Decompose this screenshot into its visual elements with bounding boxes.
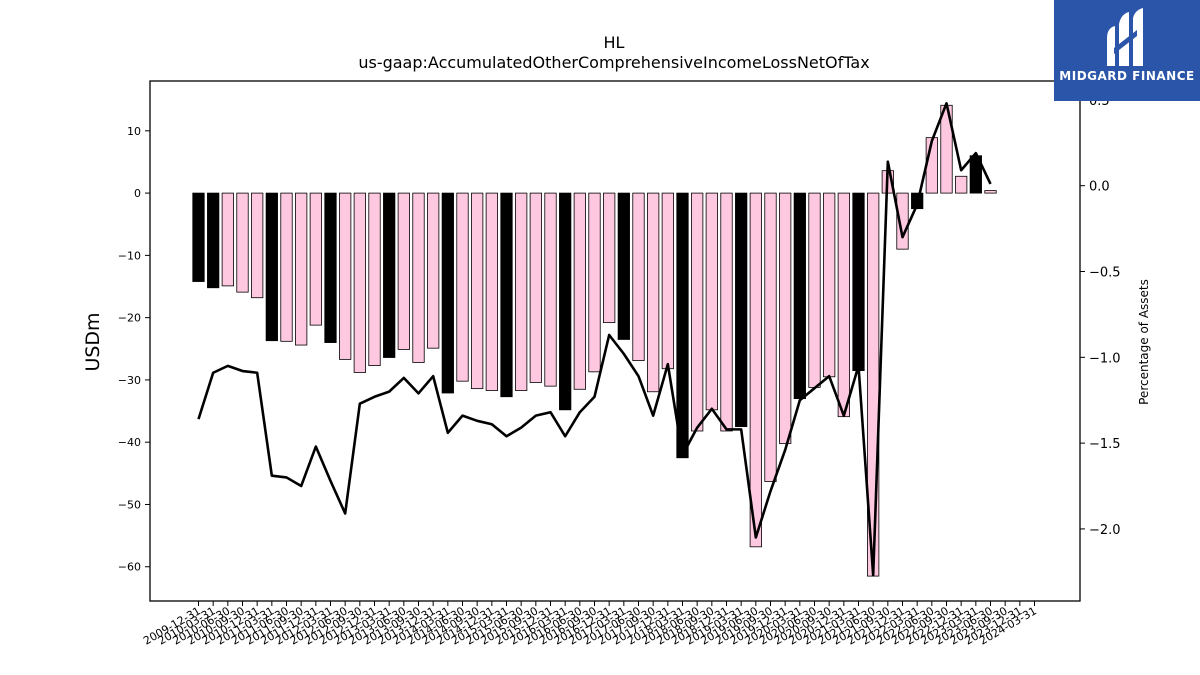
- bar: [280, 192, 293, 342]
- y-tick-label: −10: [118, 249, 141, 262]
- bar: [661, 192, 674, 370]
- bar: [823, 192, 836, 378]
- bar: [573, 192, 586, 390]
- bar: [749, 192, 762, 548]
- bar: [720, 192, 733, 432]
- midgard-logo-icon: [1107, 8, 1143, 66]
- bar: [309, 192, 322, 326]
- bar: [617, 192, 630, 340]
- bar: [955, 175, 968, 194]
- bar: [515, 192, 528, 391]
- y-tick-label: −50: [118, 498, 141, 511]
- bar: [471, 192, 484, 390]
- bar: [324, 192, 337, 343]
- bar: [397, 192, 410, 350]
- y-tick-label: −60: [118, 561, 141, 574]
- bar: [984, 190, 997, 194]
- y-tick-label: −40: [118, 436, 141, 449]
- bar: [632, 192, 645, 362]
- bar: [588, 192, 601, 373]
- bar: [295, 192, 308, 346]
- y2-tick-label: −1.5: [1089, 437, 1121, 452]
- bar: [529, 192, 542, 383]
- bar: [412, 192, 425, 363]
- bar: [383, 192, 396, 358]
- bar: [764, 192, 777, 482]
- y2-tick-label: −1.0: [1089, 351, 1121, 366]
- bar: [808, 192, 821, 388]
- y-tick-label: −30: [118, 374, 141, 387]
- bar: [705, 192, 718, 411]
- bar: [368, 192, 381, 367]
- bar: [339, 192, 352, 360]
- bar: [207, 192, 220, 289]
- y2-tick-label: −2.0: [1089, 523, 1121, 538]
- y-axis-label: USDm: [82, 312, 104, 371]
- bar: [676, 192, 689, 459]
- bar: [779, 192, 792, 444]
- bars-layer: [192, 104, 997, 577]
- bar: [456, 192, 469, 382]
- bar: [559, 192, 572, 411]
- y2-axis-label: Percentage of Assets: [1137, 279, 1151, 405]
- bar: [192, 192, 205, 282]
- bar: [544, 192, 557, 387]
- bar: [603, 192, 616, 324]
- y-tick-label: 0: [134, 187, 141, 200]
- bar: [221, 192, 234, 287]
- bar: [265, 192, 278, 342]
- y-tick-label: 10: [127, 125, 141, 138]
- bar: [837, 192, 850, 418]
- watermark-text: MIDGARD FINANCE: [1059, 69, 1195, 83]
- bar: [236, 192, 249, 293]
- bar: [251, 192, 264, 299]
- watermark-logo: MIDGARD FINANCE: [1054, 0, 1200, 101]
- chart-subtitle: us-gaap:AccumulatedOtherComprehensiveInc…: [358, 53, 869, 72]
- y2-tick-label: −0.5: [1089, 265, 1121, 280]
- bar: [793, 192, 806, 400]
- bar: [500, 192, 513, 398]
- bar: [427, 192, 440, 349]
- bar: [735, 192, 748, 428]
- line-layer: [197, 102, 992, 577]
- y2-tick-label: 0.0: [1089, 180, 1110, 195]
- bar: [441, 192, 454, 394]
- bar: [852, 192, 865, 371]
- bar: [896, 192, 909, 250]
- y-tick-label: −20: [118, 312, 141, 325]
- bar: [647, 192, 660, 393]
- bar: [485, 192, 498, 391]
- plot-frame: [149, 80, 1081, 602]
- percentage-line: [197, 102, 992, 577]
- bar: [691, 192, 704, 432]
- bar: [353, 192, 366, 373]
- chart-title: HL: [604, 33, 625, 52]
